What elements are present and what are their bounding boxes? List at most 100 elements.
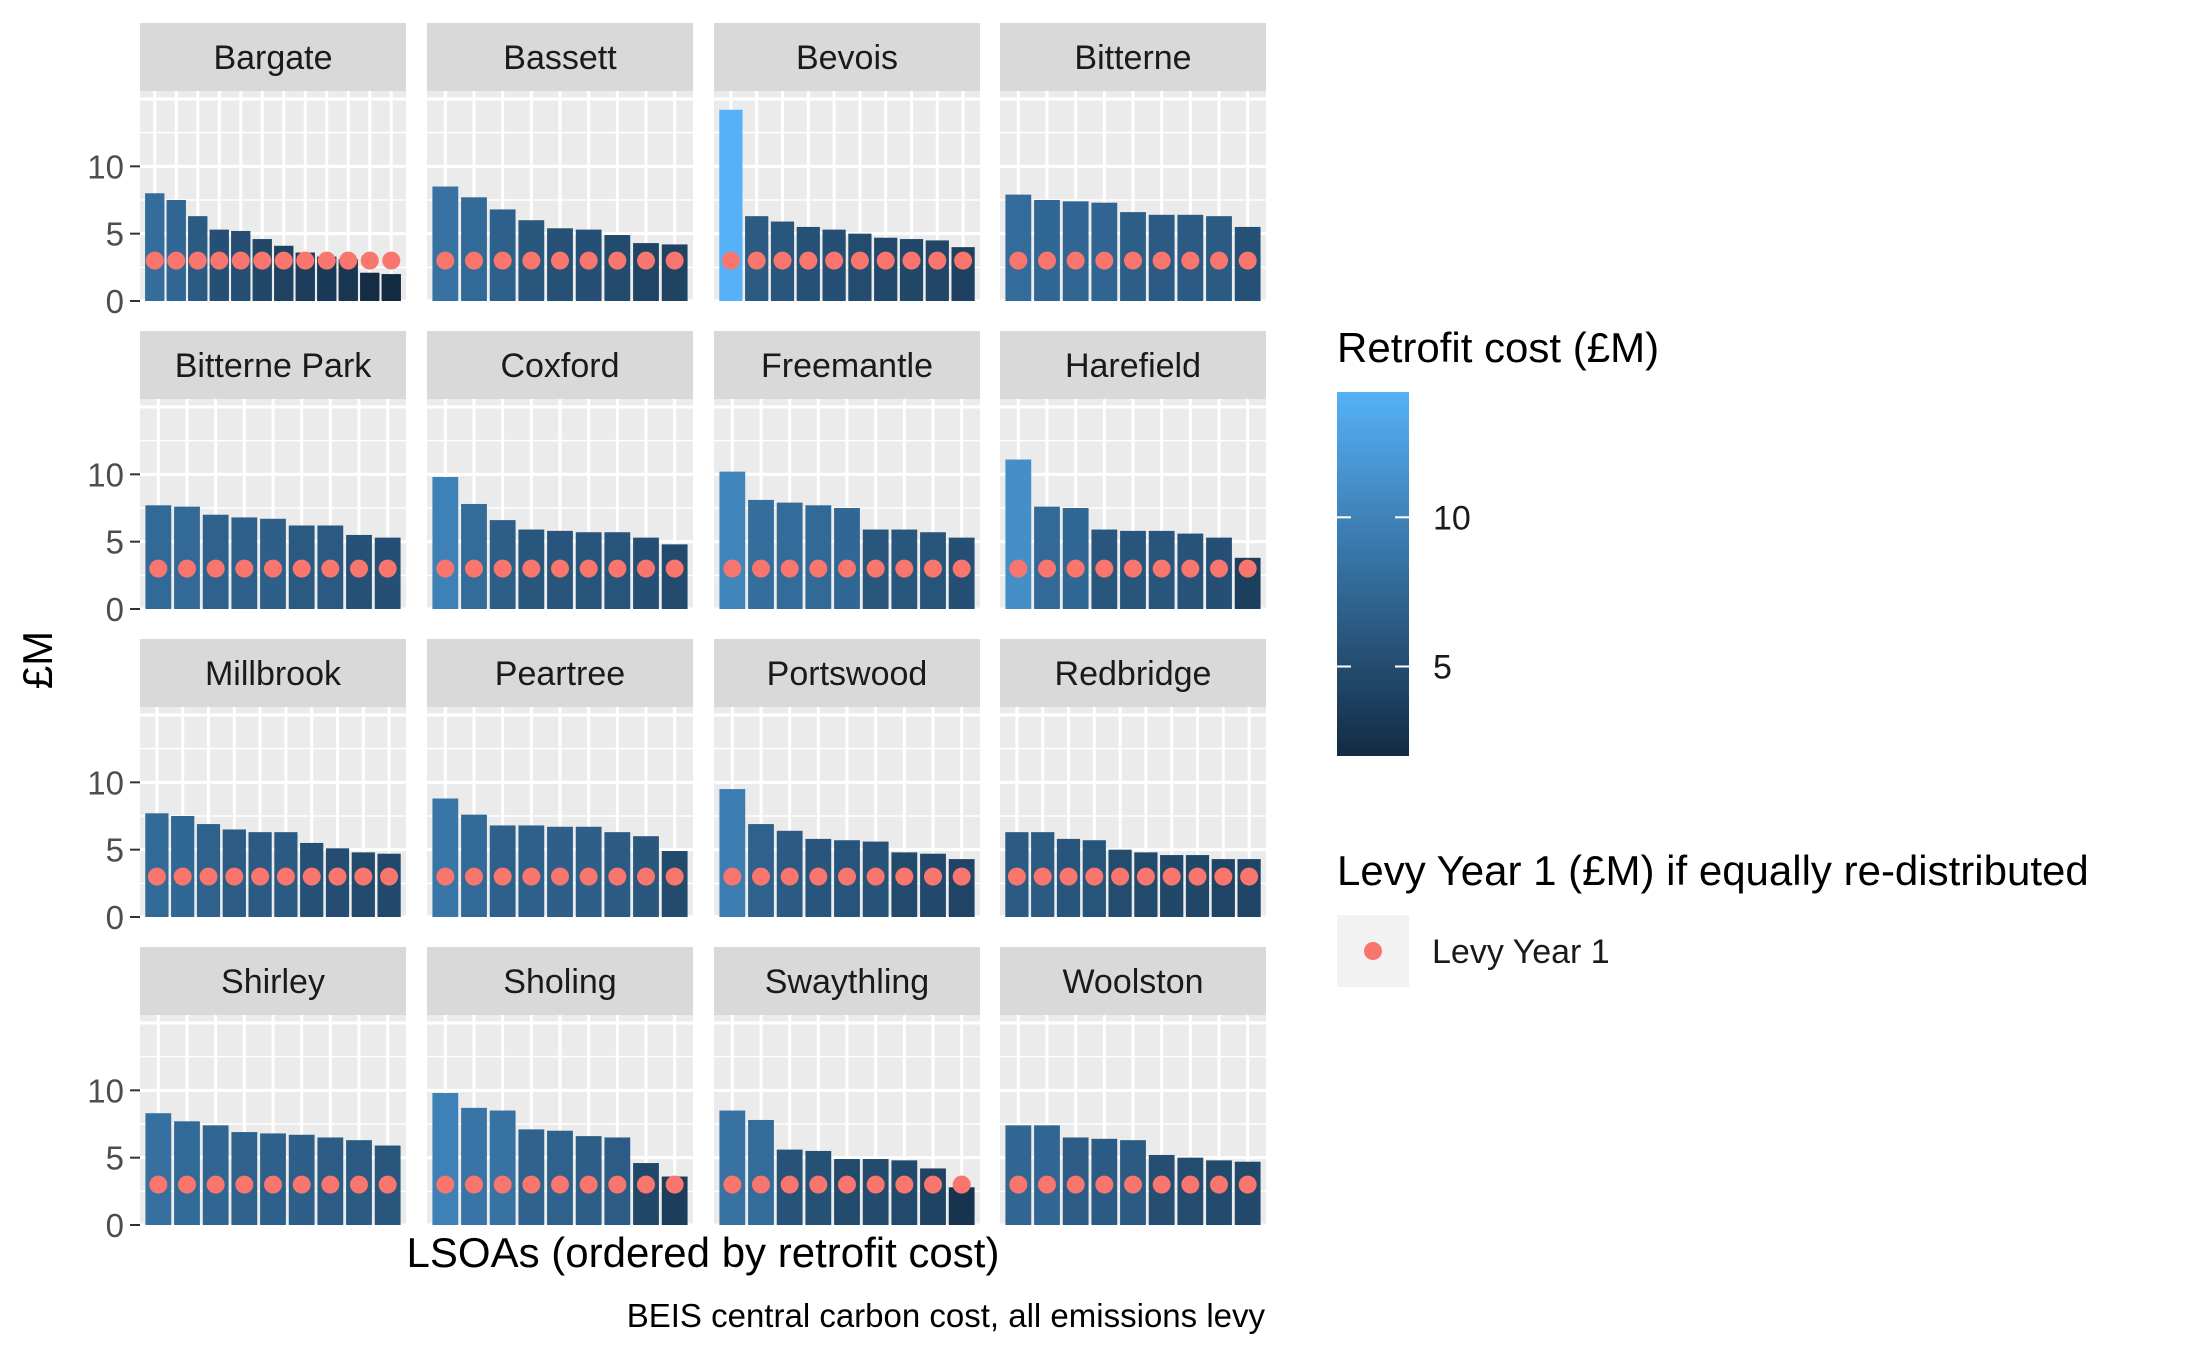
bar	[719, 1110, 746, 1225]
levy-point	[1181, 559, 1200, 578]
facet-strip	[140, 639, 406, 707]
levy-point	[1240, 867, 1259, 886]
levy-point	[723, 559, 742, 578]
colorbar-tick-label: 5	[1433, 648, 1452, 686]
levy-point	[321, 559, 340, 578]
levy-point	[551, 559, 569, 578]
levy-point	[225, 867, 244, 886]
levy-point	[866, 559, 885, 578]
bar	[145, 193, 165, 301]
bar	[1185, 855, 1210, 917]
levy-point	[1181, 1175, 1200, 1194]
levy-point	[752, 1175, 770, 1194]
levy-point	[380, 867, 399, 886]
levy-point	[1066, 1175, 1085, 1194]
levy-point	[145, 251, 164, 270]
levy-point	[1038, 251, 1056, 270]
bar	[360, 272, 380, 301]
levy-point	[799, 251, 818, 270]
levy-point	[608, 867, 627, 886]
levy-point	[251, 867, 270, 886]
chart-caption: BEIS central carbon cost, all emissions …	[627, 1297, 1266, 1334]
bar	[461, 197, 487, 301]
bar	[461, 814, 487, 917]
levy-point	[493, 251, 512, 270]
y-tick-label: 0	[106, 591, 124, 628]
facet-strip-label: Shirley	[221, 963, 325, 1001]
facet-strip	[714, 23, 980, 91]
bar	[381, 274, 401, 301]
facet-strip-label: Swaythling	[765, 963, 929, 1001]
levy-point	[752, 559, 770, 578]
bar	[171, 816, 195, 917]
levy-point	[147, 867, 166, 886]
levy-point	[1066, 251, 1085, 270]
facet-peartree: Peartree	[427, 639, 693, 919]
levy-point	[637, 251, 655, 270]
levy-point	[551, 867, 569, 886]
levy-point	[465, 251, 483, 270]
levy-point	[924, 1175, 942, 1194]
levy-point	[850, 251, 869, 270]
levy-point	[382, 251, 401, 270]
levy-point	[1009, 251, 1028, 270]
levy-point	[924, 867, 942, 886]
facet-bitterne: Bitterne	[1000, 23, 1266, 303]
bar	[432, 798, 459, 917]
levy-point	[231, 251, 250, 270]
facet-portswood: Portswood	[714, 639, 980, 919]
y-tick-label: 10	[87, 1072, 124, 1109]
facet-strip-label: Bevois	[796, 39, 898, 77]
levy-point	[1009, 1175, 1028, 1194]
levy-point	[328, 867, 347, 886]
levy-point	[1188, 867, 1207, 886]
bar	[748, 499, 774, 609]
facet-strip	[714, 639, 980, 707]
levy-point	[1124, 559, 1142, 578]
bar	[834, 508, 860, 609]
levy-point	[522, 251, 541, 270]
bar	[1034, 200, 1060, 301]
facet-strip-label: Peartree	[495, 655, 625, 693]
levy-point	[637, 867, 655, 886]
point-legend-label: Levy Year 1	[1432, 933, 1610, 971]
x-axis-title: LSOAs (ordered by retrofit cost)	[407, 1229, 1000, 1276]
levy-point	[321, 1175, 340, 1194]
levy-point	[551, 251, 569, 270]
legend: Retrofit cost (£M) 5 10 Levy Year 1 (£M) …	[1337, 324, 2089, 987]
levy-point	[276, 867, 295, 886]
facet-shirley: Shirley 0 5 10	[87, 947, 406, 1244]
levy-point	[924, 559, 942, 578]
levy-point	[866, 867, 885, 886]
levy-point	[1085, 867, 1104, 886]
y-tick-label: 10	[87, 148, 124, 185]
levy-point	[579, 251, 598, 270]
point-legend-dot	[1364, 942, 1382, 960]
facet-strip-label: Millbrook	[205, 655, 342, 693]
bar	[925, 240, 949, 301]
fill-legend-title: Retrofit cost (£M)	[1337, 324, 1659, 371]
facet-strip	[140, 331, 406, 399]
levy-point	[895, 867, 914, 886]
levy-point	[1238, 1175, 1257, 1194]
levy-point	[178, 559, 196, 578]
levy-point	[752, 867, 770, 886]
levy-point	[1095, 559, 1114, 578]
facet-bitterne-park: Bitterne Park 0 5 10	[87, 331, 406, 628]
bar	[776, 502, 803, 609]
bar	[1062, 508, 1089, 609]
levy-point	[1136, 867, 1155, 886]
levy-point	[1038, 1175, 1056, 1194]
facet-freemantle: Freemantle	[714, 331, 980, 611]
levy-point	[773, 251, 792, 270]
bar	[899, 239, 924, 301]
facet-harefield: Harefield	[1000, 331, 1266, 611]
y-tick-label: 5	[106, 832, 124, 869]
y-tick-label: 5	[106, 1140, 124, 1177]
levy-point	[866, 1175, 885, 1194]
bar	[633, 1163, 659, 1225]
levy-point	[1162, 867, 1181, 886]
colorbar	[1337, 392, 1409, 756]
levy-point	[465, 867, 483, 886]
facet-strip-label: Freemantle	[761, 347, 933, 385]
